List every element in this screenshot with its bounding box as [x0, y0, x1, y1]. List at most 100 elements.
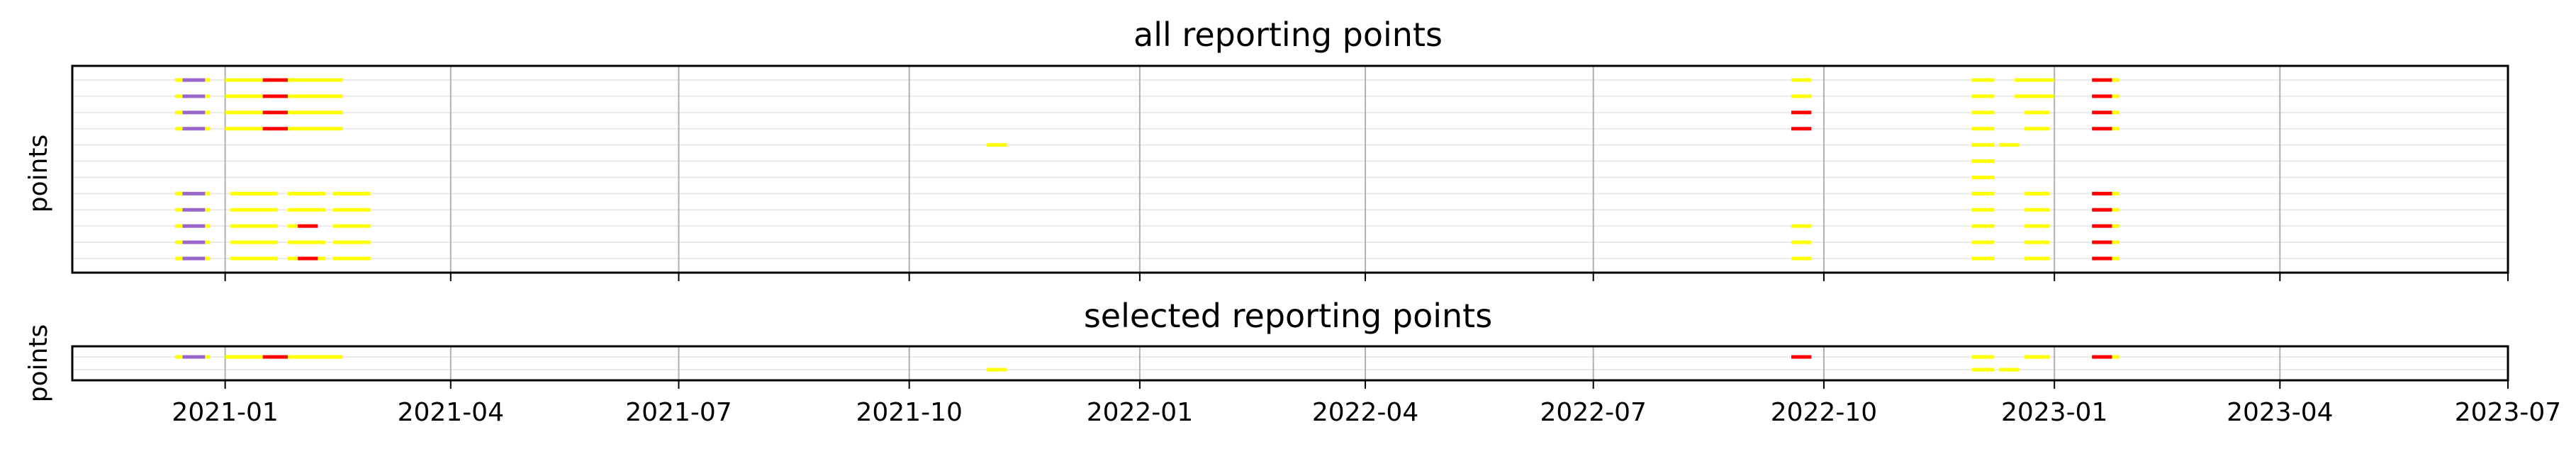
timeline-segment	[182, 208, 206, 212]
timeline-segment	[2024, 240, 2050, 244]
timeline-segment	[288, 94, 343, 98]
timeline-segment	[205, 240, 211, 244]
timeline-segment	[2092, 256, 2112, 261]
timeline-segment	[262, 110, 289, 115]
timeline-segment	[2024, 127, 2050, 131]
timeline-segment	[2024, 191, 2050, 195]
x-tick-label: 2023-01	[2001, 398, 2107, 427]
grid-lines	[72, 346, 2509, 380]
timeline-segment	[288, 191, 326, 195]
timeline-segment	[1791, 256, 1812, 261]
timeline-segment	[174, 355, 183, 359]
timeline-segment	[2112, 240, 2120, 244]
timeline-segment	[2014, 78, 2055, 82]
timeline-segment	[1791, 127, 1812, 131]
timeline-segment	[230, 191, 278, 195]
timeline-segment	[298, 256, 318, 261]
timeline-segment	[182, 191, 206, 195]
timeline-segment	[1791, 110, 1812, 115]
timeline-segment	[298, 224, 318, 228]
timeline-segment	[225, 127, 263, 131]
timeline-segment	[332, 256, 371, 261]
panel-selected-reporting-points: selected reporting points points 2021-01…	[24, 297, 2561, 427]
timeline-segment	[1971, 127, 1995, 131]
timeline-segment	[1971, 78, 1995, 82]
y-axis-label: points	[24, 135, 53, 213]
timeline-segment	[987, 368, 1007, 372]
timeline-segment	[262, 94, 289, 98]
timeline-segment	[182, 110, 206, 115]
timeline-segment	[230, 256, 278, 261]
timeline-segment	[230, 208, 278, 212]
timeline-segment	[205, 224, 211, 228]
timeline-segment	[1999, 143, 2020, 147]
timeline-segment	[174, 78, 183, 82]
timeline-segment	[1971, 368, 1995, 372]
timeline-segment	[2092, 191, 2112, 195]
timeline-segment	[174, 94, 183, 98]
x-tick-label: 2021-01	[172, 398, 278, 427]
timeline-segment	[1971, 224, 1995, 228]
timeline-segment	[288, 355, 343, 359]
timeline-segment	[182, 240, 206, 244]
timeline-segment	[182, 78, 206, 82]
timeline-segment	[2024, 355, 2050, 359]
timeline-segment	[1971, 240, 1995, 244]
chart-title: all reporting points	[1133, 16, 1443, 54]
timeline-segment	[1791, 224, 1812, 228]
timeline-segment	[1791, 78, 1812, 82]
timeline-segment	[1971, 208, 1995, 212]
x-ticks	[224, 273, 2509, 281]
timeline-segment	[1791, 240, 1812, 244]
x-tick-label: 2022-04	[1312, 398, 1418, 427]
timeline-segment	[288, 224, 298, 228]
timeline-segment	[288, 256, 298, 261]
timeline-segment	[174, 127, 183, 131]
timeline-segment	[1791, 94, 1812, 98]
timeline-segment	[225, 355, 263, 359]
timeline-segment	[2024, 208, 2050, 212]
timeline-segment	[332, 208, 371, 212]
grid-lines	[72, 66, 2509, 273]
timeline-segment	[182, 94, 206, 98]
timeline-segment	[174, 191, 183, 195]
timeline-segment	[2092, 78, 2112, 82]
timeline-segment	[230, 224, 278, 228]
timeline-segment	[2112, 191, 2120, 195]
timeline-segment	[262, 355, 289, 359]
timeline-segment	[2112, 208, 2120, 212]
timeline-segment	[2112, 78, 2120, 82]
timeline-segment	[2092, 224, 2112, 228]
timeline-segment	[182, 127, 206, 131]
timeline-segment	[2112, 355, 2120, 359]
timeline-segment	[288, 78, 343, 82]
timeline-bars	[174, 355, 2120, 372]
timeline-segment	[230, 240, 278, 244]
timeline-segment	[182, 256, 206, 261]
timeline-segment	[332, 240, 371, 244]
timeline-segment	[2092, 94, 2112, 98]
timeline-segment	[288, 208, 326, 212]
timeline-segment	[288, 240, 326, 244]
timeline-segment	[2092, 208, 2112, 212]
timeline-segment	[262, 127, 289, 131]
timeline-segment	[987, 143, 1007, 147]
timeline-segment	[2112, 110, 2120, 115]
timeline-segment	[332, 191, 371, 195]
x-tick-label: 2022-01	[1087, 398, 1193, 427]
timeline-segment	[1971, 175, 1995, 179]
timeline-segment	[2024, 256, 2050, 261]
x-tick-label: 2023-07	[2455, 398, 2561, 427]
timeline-segment	[1971, 256, 1995, 261]
timeline-segment	[2024, 224, 2050, 228]
timeline-segment	[2092, 240, 2112, 244]
timeline-segment	[205, 78, 211, 82]
timeline-segment	[1971, 110, 1995, 115]
chart-title: selected reporting points	[1084, 297, 1492, 335]
timeline-segment	[174, 224, 183, 228]
timeline-segment	[174, 240, 183, 244]
timeline-segment	[182, 355, 206, 359]
timeline-segment	[2092, 127, 2112, 131]
timeline-segment	[2014, 94, 2055, 98]
